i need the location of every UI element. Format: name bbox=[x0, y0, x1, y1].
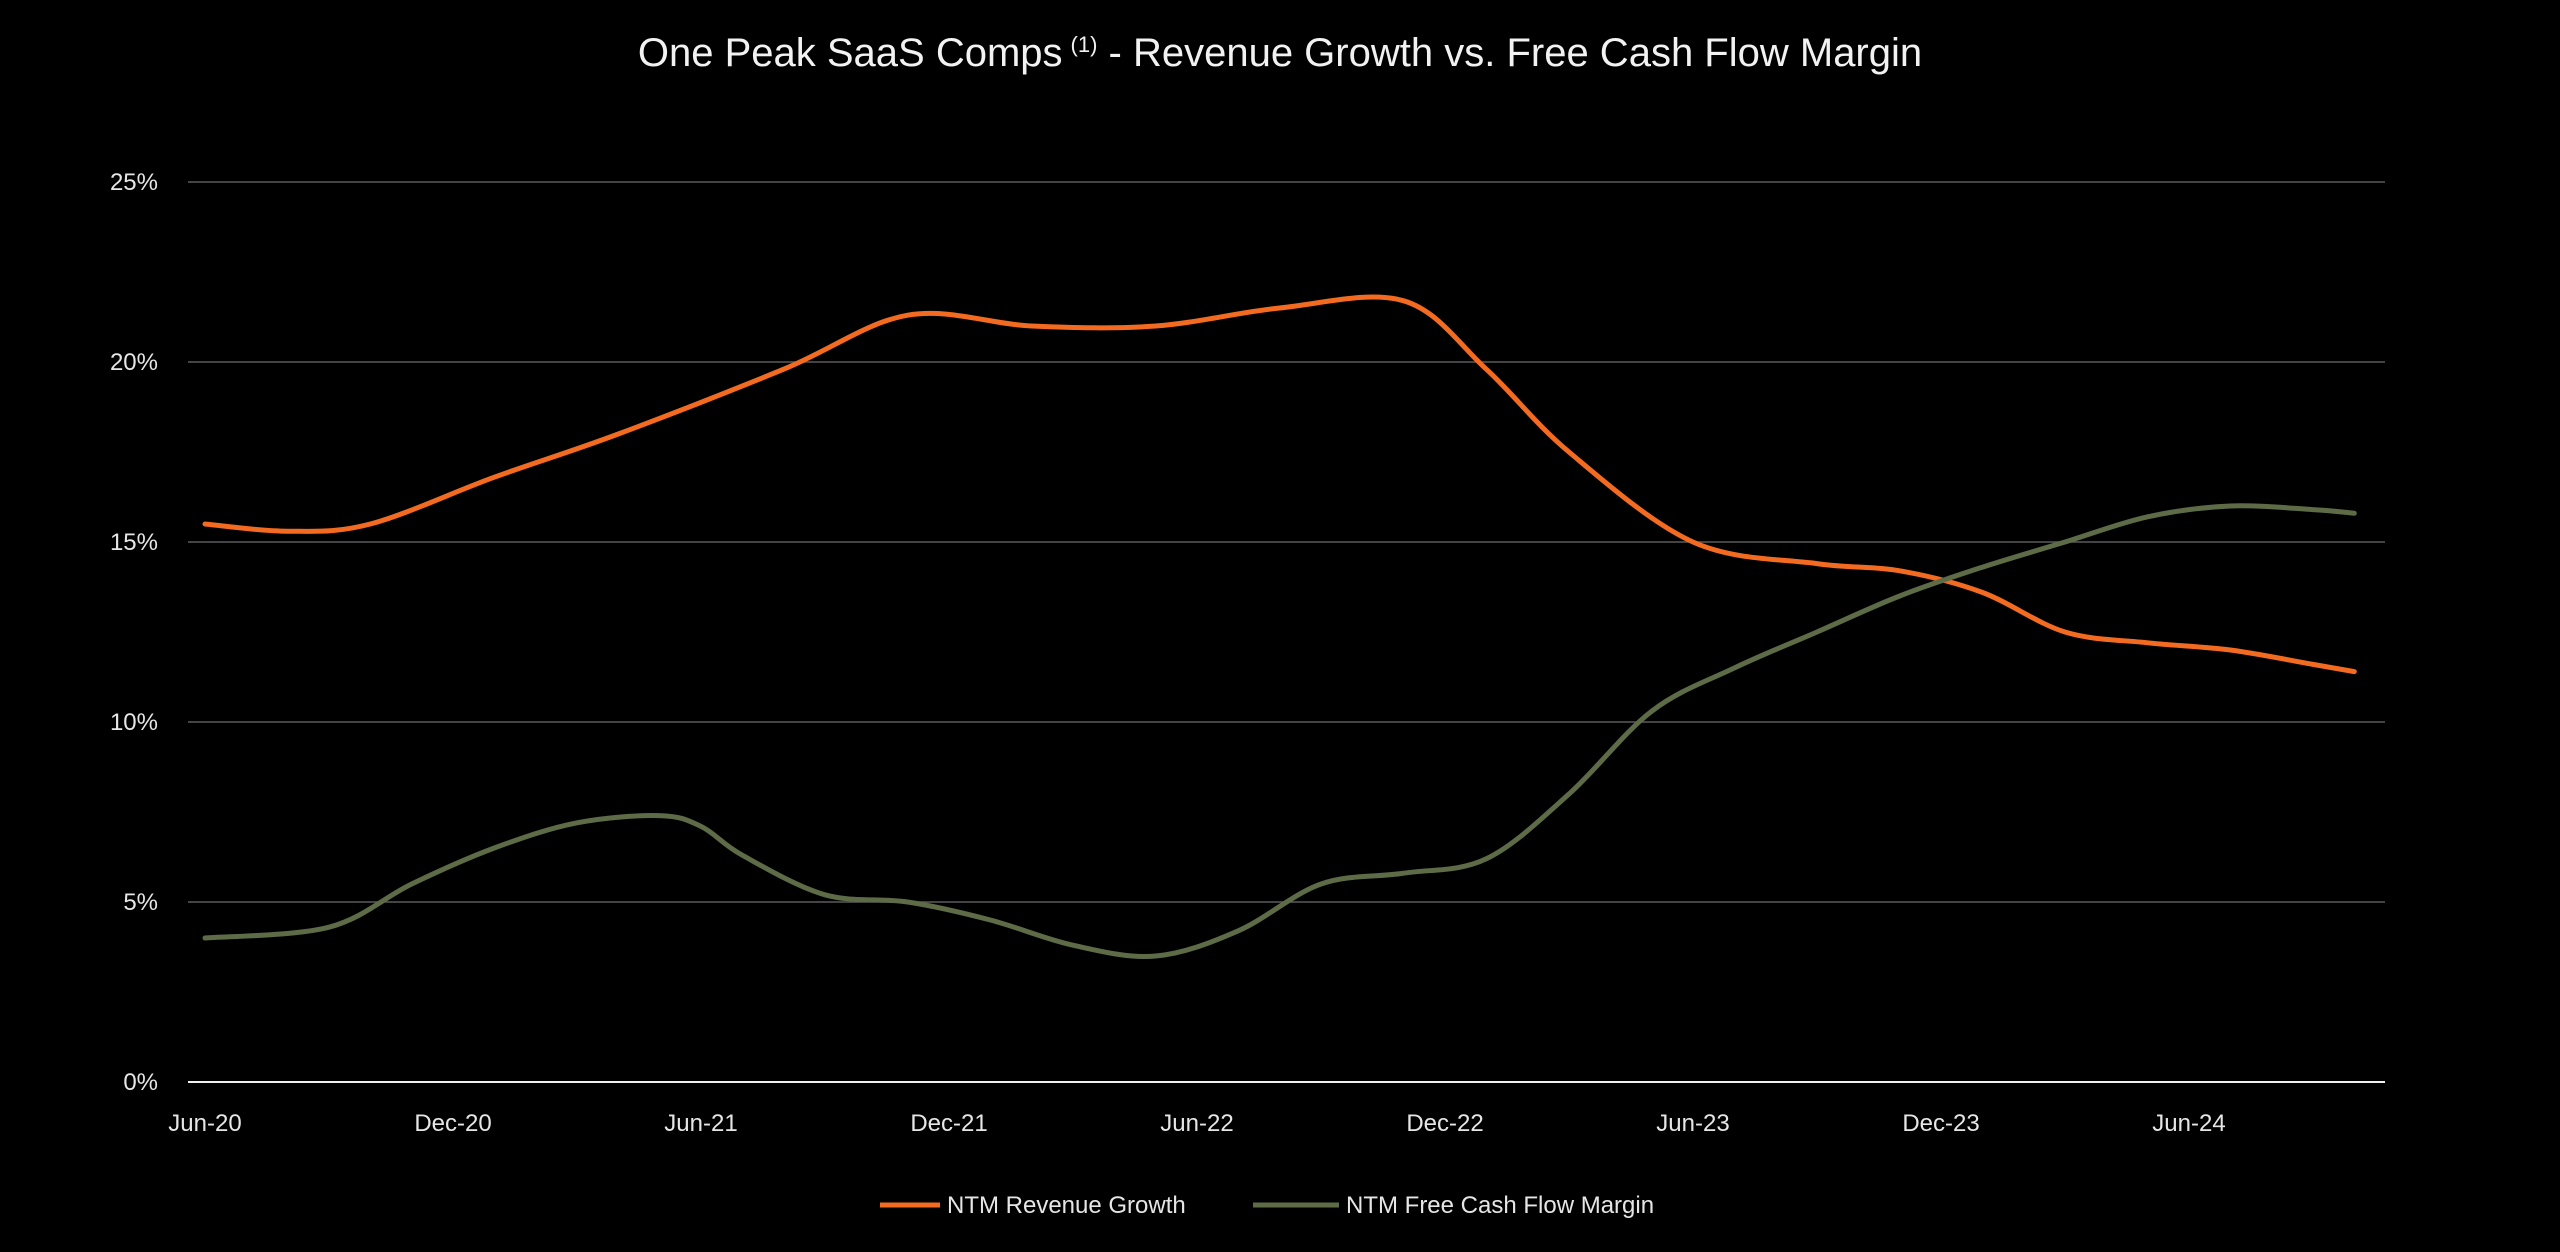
x-tick-label: Dec-20 bbox=[414, 1110, 491, 1137]
y-tick-label: 20% bbox=[110, 349, 158, 376]
grid-lines bbox=[188, 181, 2385, 903]
x-tick-label: Jun-24 bbox=[2152, 1110, 2225, 1137]
x-tick-label: Dec-21 bbox=[910, 1110, 987, 1137]
x-tick-label: Jun-21 bbox=[664, 1110, 737, 1137]
chart-title: One Peak SaaS Comps (1) - Revenue Growth … bbox=[638, 31, 1922, 75]
x-axis-tick-labels: Jun-20 Dec-20 Jun-21 Dec-21 Jun-22 Dec-22 Jun-… bbox=[168, 1110, 2225, 1137]
y-tick-label: 0% bbox=[123, 1069, 158, 1096]
series-line-revenue-growth bbox=[202, 294, 2357, 675]
series-line-fcf-margin bbox=[202, 503, 2357, 959]
y-tick-label: 25% bbox=[110, 169, 158, 196]
x-tick-label: Jun-20 bbox=[168, 1110, 241, 1137]
x-tick-label: Jun-22 bbox=[1160, 1110, 1233, 1137]
x-tick-label: Dec-22 bbox=[1406, 1110, 1483, 1137]
legend-label: NTM Revenue Growth bbox=[947, 1192, 1186, 1219]
chart-title-rest: - Revenue Growth vs. Free Cash Flow Marg… bbox=[1097, 31, 1922, 75]
legend-item-fcf-margin: NTM Free Cash Flow Margin bbox=[1253, 1192, 1654, 1219]
chart-title-main: One Peak SaaS Comps bbox=[638, 31, 1063, 75]
legend-label: NTM Free Cash Flow Margin bbox=[1346, 1192, 1654, 1219]
x-tick-label: Dec-23 bbox=[1902, 1110, 1979, 1137]
y-tick-label: 5% bbox=[123, 889, 158, 916]
y-axis-tick-labels: 0% 5% 10% 15% 20% 25% bbox=[110, 169, 158, 1096]
x-tick-label: Jun-23 bbox=[1656, 1110, 1729, 1137]
legend-item-revenue-growth: NTM Revenue Growth bbox=[880, 1192, 1186, 1219]
y-tick-label: 15% bbox=[110, 529, 158, 556]
y-tick-label: 10% bbox=[110, 709, 158, 736]
legend: NTM Revenue Growth NTM Free Cash Flow Mar… bbox=[880, 1192, 1654, 1219]
series-lines bbox=[202, 294, 2357, 959]
chart-title-superscript: (1) bbox=[1071, 32, 1098, 57]
